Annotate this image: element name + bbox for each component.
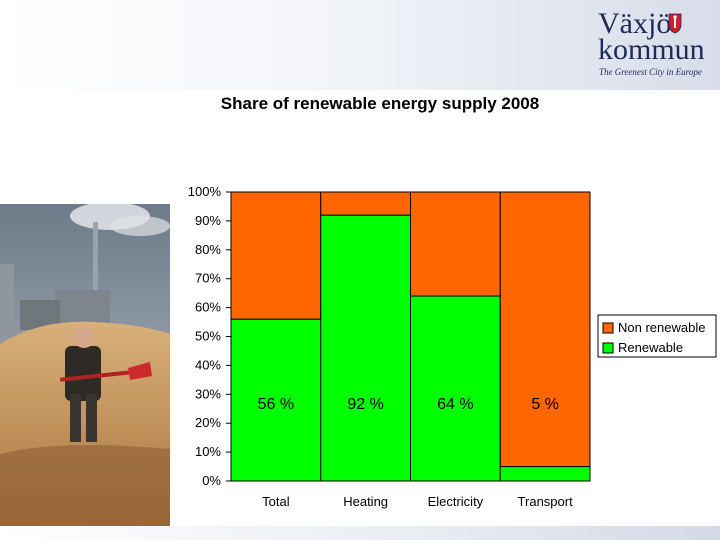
data-label: 56 %: [258, 396, 294, 413]
legend-swatch: [602, 322, 614, 334]
y-tick-label: 90%: [195, 213, 221, 228]
legend-swatch: [602, 342, 614, 354]
x-tick-label: Total: [262, 494, 290, 509]
data-labels: 56 % 92 % 64 % 5 %: [258, 396, 559, 413]
y-tick-label: 70%: [195, 271, 221, 286]
data-label: 5 %: [531, 396, 559, 413]
bar-renewable-transport: [499, 466, 591, 482]
bar-renewable-heating: [320, 214, 411, 482]
y-tick-label: 80%: [195, 242, 221, 257]
legend-label: Non renewable: [618, 320, 705, 335]
logo-tagline: The Greenest City in Europe: [599, 67, 702, 77]
header-band: [0, 0, 720, 90]
bar-renewable-electricity: [410, 295, 501, 482]
bar-renewable-total: [230, 318, 322, 482]
y-tick-label: 100%: [188, 184, 222, 199]
biomass-plant-photo: [0, 204, 170, 528]
coat-of-arms-icon: [668, 13, 682, 34]
y-tick-label: 50%: [195, 329, 221, 344]
vaxjo-kommun-logo: Växjö kommun The Greenest City in Europe: [598, 8, 716, 84]
x-axis: Total Heating Electricity Transport: [231, 480, 590, 509]
y-tick-label: 20%: [195, 415, 221, 430]
y-tick-label: 10%: [195, 444, 221, 459]
plot-area: [230, 191, 591, 482]
y-tick-label: 60%: [195, 300, 221, 315]
y-tick-label: 0%: [202, 473, 221, 488]
logo-line1: Växjö: [598, 7, 672, 40]
y-tick-label: 40%: [195, 357, 221, 372]
y-axis: 0% 10% 20% 30% 40% 50% 60% 70% 80% 90% 100%: [188, 184, 232, 488]
footer-band: [0, 526, 720, 540]
x-tick-label: Electricity: [428, 494, 484, 509]
x-tick-label: Heating: [343, 494, 388, 509]
bar-non-renewable-total: [230, 191, 322, 320]
data-label: 92 %: [347, 396, 383, 413]
bar-non-renewable-electricity: [410, 191, 501, 297]
legend-box: [597, 314, 717, 358]
legend: Non renewable Renewable: [597, 314, 717, 358]
logo-line2: kommun: [598, 33, 705, 66]
legend-label: Renewable: [618, 340, 683, 355]
data-label: 64 %: [437, 396, 473, 413]
x-tick-label: Transport: [518, 494, 574, 509]
chart-title: Share of renewable energy supply 2008: [220, 94, 540, 113]
y-tick-label: 30%: [195, 386, 221, 401]
bar-non-renewable-transport: [499, 191, 591, 468]
bar-non-renewable-heating: [320, 191, 411, 216]
